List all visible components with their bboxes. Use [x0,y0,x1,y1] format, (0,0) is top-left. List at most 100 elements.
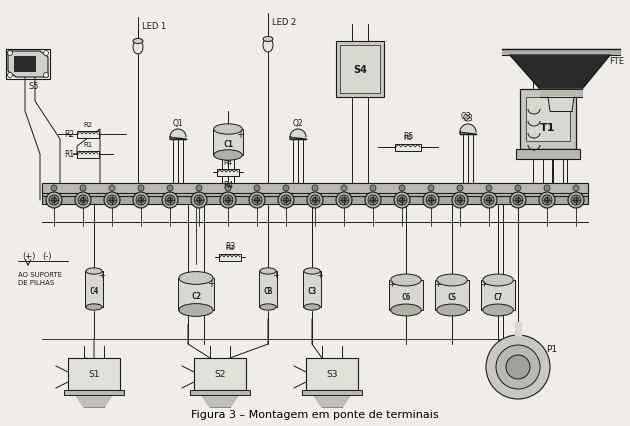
Ellipse shape [483,274,513,286]
Text: AO SUPORTE: AO SUPORTE [18,271,62,277]
Text: FTE: FTE [609,58,624,66]
Circle shape [78,196,88,205]
Circle shape [307,193,323,208]
Circle shape [167,186,173,192]
Circle shape [278,193,294,208]
Circle shape [255,198,260,203]
Bar [64,390,124,395]
Text: C6: C6 [401,293,411,302]
Circle shape [109,186,115,192]
Circle shape [341,198,347,203]
Text: LED 1: LED 1 [142,22,166,31]
Circle shape [368,196,378,205]
Circle shape [452,193,468,208]
Polygon shape [460,125,476,135]
Text: P1: P1 [546,345,557,354]
Text: R1: R1 [83,142,93,148]
Bar [213,130,243,155]
Circle shape [544,198,549,203]
Bar [516,150,580,160]
Text: C1: C1 [223,140,233,149]
Circle shape [457,186,463,192]
Text: +: + [389,280,396,289]
Circle shape [281,196,291,205]
Polygon shape [202,395,238,407]
Circle shape [397,196,407,205]
Polygon shape [515,322,521,335]
Polygon shape [290,130,306,140]
Polygon shape [548,98,574,112]
Text: +: + [98,271,105,280]
Circle shape [426,196,436,205]
Ellipse shape [304,268,320,274]
Text: S1: S1 [88,370,100,379]
Text: Q2: Q2 [293,119,303,128]
Circle shape [484,196,494,205]
Circle shape [339,196,349,205]
Circle shape [51,186,57,192]
Text: R2: R2 [83,122,93,128]
Text: R4: R4 [223,181,233,190]
Text: +: + [435,280,442,289]
Text: R3: R3 [225,242,235,250]
Circle shape [43,52,49,56]
Circle shape [399,186,405,192]
Circle shape [399,198,404,203]
Circle shape [506,355,530,379]
Circle shape [52,198,57,203]
Circle shape [49,196,59,205]
Bar [303,271,321,307]
Bar [336,42,384,98]
Bar [217,169,239,176]
Circle shape [312,186,318,192]
Circle shape [8,52,13,56]
Circle shape [370,186,376,192]
Polygon shape [502,50,620,56]
Ellipse shape [437,304,467,316]
Ellipse shape [483,304,513,316]
Ellipse shape [263,37,273,43]
Circle shape [573,198,578,203]
Circle shape [481,193,497,208]
Bar [395,144,421,151]
Text: +: + [273,271,280,280]
Polygon shape [510,56,610,90]
Ellipse shape [391,304,421,316]
Text: C7: C7 [493,293,503,302]
Polygon shape [170,130,186,140]
Circle shape [336,193,352,208]
Text: R3: R3 [226,245,234,251]
Circle shape [252,196,262,205]
Ellipse shape [179,272,213,285]
Circle shape [139,198,144,203]
Circle shape [194,196,204,205]
Circle shape [542,196,552,205]
Circle shape [571,196,581,205]
Circle shape [284,198,289,203]
Bar [302,390,362,395]
Text: R4: R4 [224,160,232,166]
Circle shape [568,193,584,208]
Circle shape [457,198,462,203]
Text: LED 2: LED 2 [272,18,296,27]
Circle shape [197,198,202,203]
Ellipse shape [214,150,243,161]
Text: C5: C5 [447,293,457,302]
Text: Q3: Q3 [462,114,473,123]
Bar [520,90,576,150]
Bar [42,187,588,196]
Bar [14,57,36,73]
Circle shape [283,186,289,192]
Text: T1: T1 [541,123,556,132]
Bar [194,358,246,390]
Circle shape [46,193,62,208]
Circle shape [43,73,49,78]
Ellipse shape [437,274,467,286]
Bar [42,184,588,193]
Circle shape [312,198,318,203]
Ellipse shape [179,304,213,317]
Circle shape [80,186,86,192]
Ellipse shape [133,41,143,55]
Ellipse shape [391,274,421,286]
Polygon shape [76,395,112,407]
